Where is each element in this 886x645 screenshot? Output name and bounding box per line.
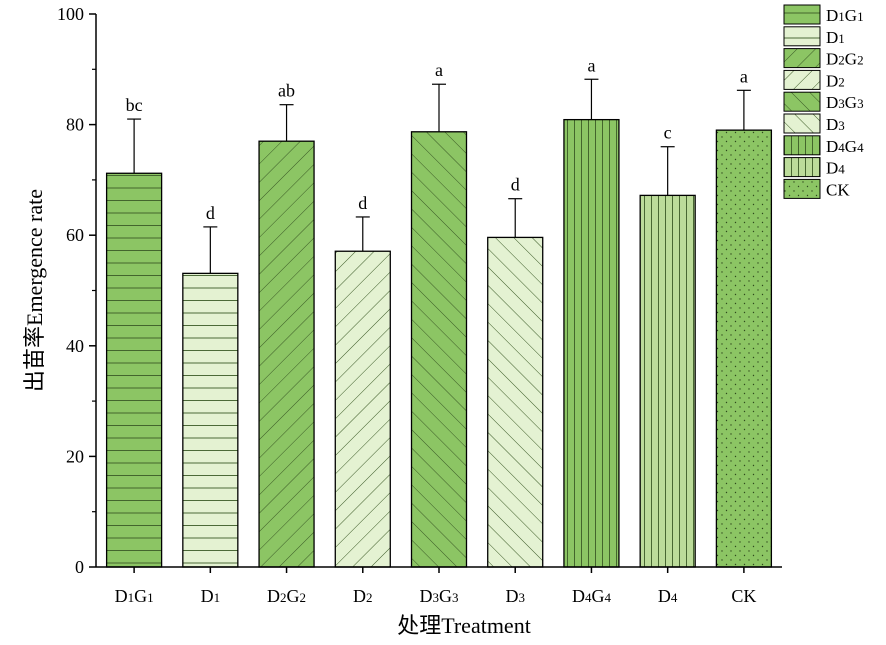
legend-swatch: [783, 135, 821, 156]
bar: [563, 118, 620, 568]
y-tick-label: 0: [75, 557, 84, 577]
bar: [715, 129, 773, 568]
y-tick-label: 60: [66, 225, 84, 245]
x-tick-label: CK: [731, 586, 756, 606]
legend-label: CK: [826, 180, 850, 199]
significance-letter: a: [740, 66, 748, 86]
y-axis-title: 出苗率Emergence rate: [22, 189, 47, 392]
x-tick-label: D2G2: [267, 586, 306, 606]
legend-label: D1: [826, 28, 845, 47]
y-tick-label: 20: [66, 446, 84, 466]
x-tick-label: D1: [201, 586, 221, 606]
legend-label: D4G4: [826, 137, 864, 156]
legend-swatch: [783, 178, 821, 199]
bar: [639, 194, 696, 568]
bar: [334, 250, 391, 568]
x-tick-label: D2: [353, 586, 373, 606]
bar: [105, 172, 163, 568]
legend-swatch: [783, 26, 821, 47]
significance-letter: bc: [126, 95, 143, 115]
bar: [182, 272, 239, 568]
x-tick-label: D4G4: [572, 586, 612, 606]
legend-swatch: [783, 4, 821, 25]
legend-label: D4: [826, 159, 845, 178]
legend-swatch: [783, 48, 821, 69]
significance-letter: a: [435, 60, 443, 80]
bar: [410, 131, 468, 568]
x-tick-label: D1G1: [115, 586, 154, 606]
legend-label: D1G1: [826, 6, 864, 25]
legend-swatch: [783, 91, 821, 112]
y-tick-label: 40: [66, 336, 84, 356]
legend-swatch: [783, 157, 821, 178]
significance-letter: c: [664, 123, 672, 143]
significance-letter: a: [587, 55, 595, 75]
bar: [487, 236, 544, 568]
significance-letter: d: [511, 175, 520, 195]
significance-letter: ab: [278, 81, 295, 101]
bar: [258, 140, 315, 568]
y-tick-label: 80: [66, 115, 84, 135]
significance-letter: d: [358, 193, 367, 213]
y-tick-label: 100: [57, 4, 84, 24]
x-axis-title: 处理Treatment: [397, 613, 531, 638]
legend-label: D2G2: [826, 50, 864, 69]
legend-label: D2: [826, 71, 845, 90]
legend-label: D3G3: [826, 93, 864, 112]
legend-label: D3: [826, 115, 845, 134]
legend-swatch: [783, 113, 821, 134]
x-tick-label: D4: [658, 586, 678, 606]
x-tick-label: D3G3: [420, 586, 459, 606]
significance-letter: d: [206, 203, 215, 223]
legend: D1G1 D1 D2G2 D2 D3G3 D3 D4G4 D4 CK: [783, 4, 864, 199]
legend-swatch: [783, 69, 821, 90]
x-tick-label: D3: [505, 586, 525, 606]
